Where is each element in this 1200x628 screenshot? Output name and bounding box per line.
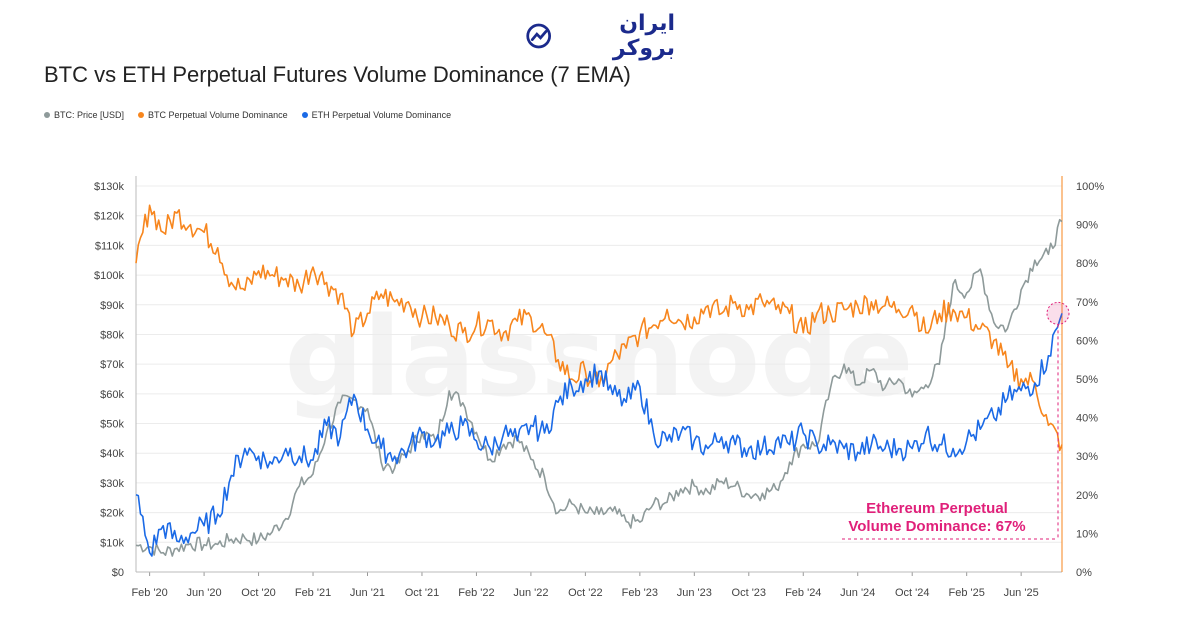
y-left-tick-label: $10k <box>100 537 124 549</box>
legend-label: BTC Perpetual Volume Dominance <box>148 110 288 120</box>
legend-dot-icon <box>44 112 50 118</box>
x-tick-label: Feb '24 <box>785 587 821 599</box>
x-tick-label: Oct '22 <box>568 587 603 599</box>
y-right-tick-label: 80% <box>1076 258 1098 270</box>
y-right-tick-label: 50% <box>1076 374 1098 386</box>
x-tick-label: Jun '20 <box>187 587 222 599</box>
y-right-tick-label: 100% <box>1076 181 1104 193</box>
y-left-tick-label: $60k <box>100 389 124 401</box>
y-left-tick-label: $0 <box>112 567 124 579</box>
x-tick-label: Feb '25 <box>948 587 984 599</box>
y-right-tick-label: 10% <box>1076 528 1098 540</box>
x-tick-label: Feb '20 <box>131 587 167 599</box>
y-right-tick-label: 70% <box>1076 297 1098 309</box>
btc-dominance-line <box>135 204 1063 452</box>
x-tick-label: Jun '22 <box>513 587 548 599</box>
legend-dot-icon <box>138 112 145 118</box>
y-right-tick-label: 20% <box>1076 490 1098 502</box>
legend-label: ETH Perpetual Volume Dominance <box>311 110 452 120</box>
eth-dominance-line <box>135 313 1063 557</box>
y-right-tick-label: 40% <box>1076 413 1098 425</box>
chart-legend: BTC: Price [USD] BTC Perpetual Volume Do… <box>44 110 451 120</box>
x-tick-label: Oct '23 <box>732 587 767 599</box>
y-left-tick-label: $80k <box>100 329 124 341</box>
legend-label: BTC: Price [USD] <box>54 110 125 120</box>
y-right-tick-label: 0% <box>1076 567 1092 579</box>
x-tick-label: Feb '22 <box>458 587 494 599</box>
y-right-tick-label: 90% <box>1076 220 1098 232</box>
x-tick-label: Jun '21 <box>350 587 385 599</box>
annotation-text-line2: Volume Dominance: 67% <box>848 518 1025 535</box>
x-tick-label: Oct '20 <box>241 587 276 599</box>
legend-item-btc-dominance[interactable]: BTC Perpetual Volume Dominance <box>138 110 288 120</box>
y-left-tick-label: $50k <box>100 419 124 431</box>
annotation-text-line1: Ethereum Perpetual <box>866 500 1008 517</box>
watermark-text: glassnode <box>285 293 914 421</box>
y-left-tick-label: $120k <box>94 211 124 223</box>
y-left-tick-label: $130k <box>94 181 124 193</box>
y-left-tick-label: $30k <box>100 478 124 490</box>
btc-price-line <box>135 218 1063 557</box>
x-tick-label: Feb '21 <box>295 587 331 599</box>
x-tick-label: Jun '23 <box>677 587 712 599</box>
x-tick-label: Oct '24 <box>895 587 930 599</box>
y-right-tick-label: 30% <box>1076 451 1098 463</box>
x-tick-label: Jun '24 <box>840 587 875 599</box>
legend-item-btc-price[interactable]: BTC: Price [USD] <box>44 110 124 120</box>
y-left-tick-label: $70k <box>100 359 124 371</box>
y-left-tick-label: $40k <box>100 448 124 460</box>
chart-growth-icon <box>526 23 552 49</box>
y-left-tick-label: $90k <box>100 300 124 312</box>
y-left-tick-label: $100k <box>94 270 124 282</box>
y-left-tick-label: $110k <box>95 240 125 252</box>
brand-logo: ایران بروکر <box>525 11 675 61</box>
legend-dot-icon <box>301 112 308 118</box>
y-left-tick-label: $20k <box>100 508 124 520</box>
x-tick-label: Oct '21 <box>405 587 440 599</box>
x-tick-label: Feb '23 <box>622 587 658 599</box>
legend-item-eth-dominance[interactable]: ETH Perpetual Volume Dominance <box>301 110 452 120</box>
y-right-tick-label: 60% <box>1076 335 1098 347</box>
brand-name: ایران بروکر <box>612 11 675 61</box>
x-tick-label: Jun '25 <box>1004 587 1039 599</box>
chart-title: BTC vs ETH Perpetual Futures Volume Domi… <box>44 62 631 87</box>
annotation-marker <box>1046 301 1070 325</box>
